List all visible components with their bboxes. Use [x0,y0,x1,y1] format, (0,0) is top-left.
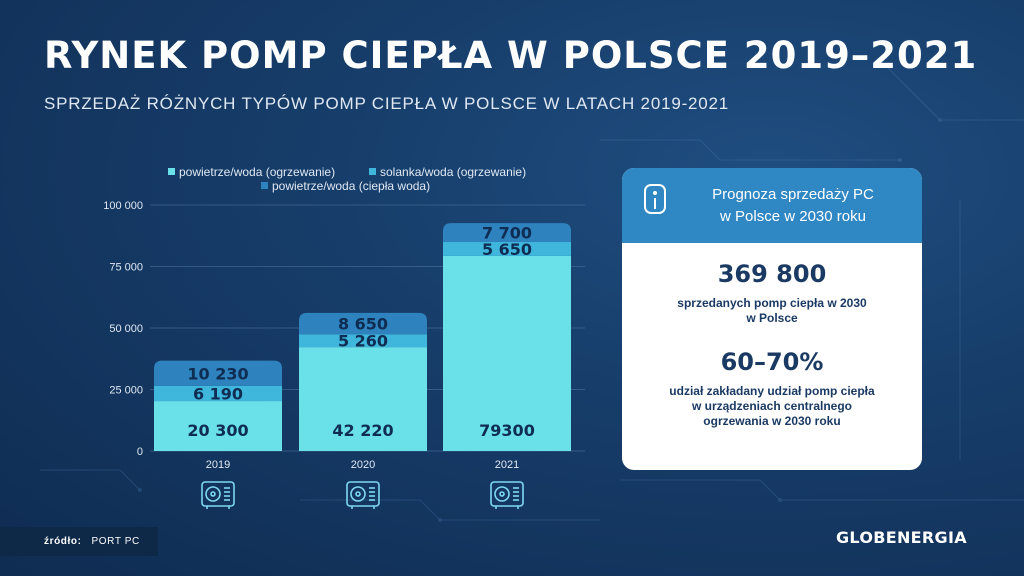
forecast-card-header: Prognoza sprzedaży PC w Polsce w 2030 ro… [622,168,922,243]
page-title: RYNEK POMP CIEPŁA W POLSCE 2019–2021 [44,34,978,77]
stat-caption-line: w urządzeniach centralnego [691,399,853,413]
forecast-card: Prognoza sprzedaży PC w Polsce w 2030 ro… [622,168,922,470]
data-label: 10 230 [187,364,248,383]
bar-segment [154,360,282,386]
y-tick-label: 75 000 [109,262,143,274]
y-tick-label: 50 000 [109,323,143,335]
data-label: 79300 [479,421,535,440]
page-subtitle: SPRZEDAŻ RÓŻNYCH TYPÓW POMP CIEPŁA W POL… [44,94,730,113]
data-label: 8 650 [338,315,388,334]
stat-share-2030: 60–70% [720,348,824,376]
info-icon [644,184,666,214]
data-label: 42 220 [332,421,393,440]
data-label: 5 260 [338,332,388,351]
x-tick-label: 2020 [351,459,375,471]
y-tick-label: 0 [137,446,143,458]
y-tick-label: 25 000 [109,385,143,397]
legend-item-powietrze-woda-ogrzewanie: powietrze/woda (ogrzewanie) [168,165,335,179]
legend-label: solanka/woda (ogrzewanie) [380,165,527,179]
x-tick-label: 2019 [206,459,230,471]
legend-swatch [261,182,268,189]
legend-item-powietrze-woda-ciepla-woda: powietrze/woda (ciepła woda) [261,179,430,193]
forecast-title-line1: Prognoza sprzedaży PC [712,186,874,203]
source-box: źródło: PORT PC [0,527,158,556]
stat-sales-2030-caption: sprzedanych pomp ciepła w 2030 w Polsce [662,296,882,326]
stacked-bar-chart: 0 25 000 50 000 75 000 100 000 20 300 6 19010 … [103,200,585,509]
source-label: źródło: [44,536,82,547]
legend-label: powietrze/woda (ogrzewanie) [179,165,336,179]
bar-segment [443,242,571,256]
bar-segment [299,334,427,348]
legend-item-solanka-woda-ogrzewanie: solanka/woda (ogrzewanie) [369,165,526,179]
x-tick-label: 2021 [495,459,519,471]
data-label: 6 190 [193,384,243,403]
source-value: PORT PC [91,536,140,547]
bar-segment [443,223,571,243]
bar-segment [154,401,282,451]
data-label: 5 650 [482,240,532,259]
data-label: 20 300 [187,421,248,440]
heat-pump-icon [490,481,524,509]
stat-caption-line: udział zakładany udział pomp ciepła [669,384,875,398]
forecast-title: Prognoza sprzedaży PC w Polsce w 2030 ro… [682,184,904,228]
legend-swatch [168,168,175,175]
data-label: 7 700 [482,224,532,243]
bar-segment [299,312,427,335]
brand-logo: GLOBENERGIA [836,528,967,547]
heat-pump-icon [201,481,235,509]
legend-swatch [369,168,376,175]
bar-segment [443,255,571,451]
stat-caption-line: w Polsce [746,311,798,325]
forecast-title-line2: w Polsce w 2030 roku [720,208,866,225]
stat-sales-2030: 369 800 [717,260,827,288]
stat-caption-line: ogrzewania w 2030 roku [703,414,841,428]
y-tick-label: 100 000 [103,200,143,212]
heat-pump-icon [346,481,380,509]
bar-segment [299,347,427,451]
stat-caption-line: sprzedanych pomp ciepła w 2030 [677,296,867,310]
stat-share-2030-caption: udział zakładany udział pomp ciepła w ur… [662,384,882,429]
legend-label: powietrze/woda (ciepła woda) [272,179,431,193]
bar-segment [154,385,282,402]
